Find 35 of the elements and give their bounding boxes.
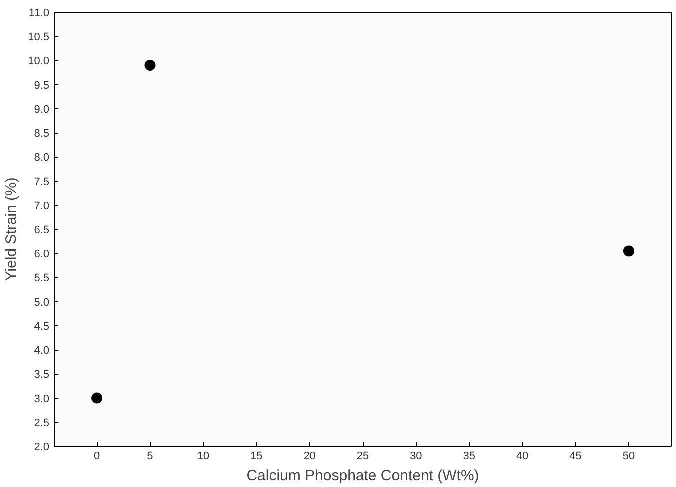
y-tick-label: 2.5 [34, 417, 50, 430]
point [144, 60, 156, 72]
y-tick-label: 2.0 [34, 442, 50, 454]
x-tick-label: 50 [622, 450, 636, 462]
y-tick-label: 5.0 [34, 296, 50, 309]
y-tick-label: 9.0 [34, 104, 50, 116]
y-tick-label: 7.5 [34, 176, 50, 188]
y-tick-label: 3.0 [34, 393, 50, 406]
x-tick-label: 0 [94, 450, 100, 462]
y-tick-label: 11.0 [28, 8, 50, 20]
y-tick-label: 8.5 [34, 128, 50, 140]
x-axis-title: Calcium Phosphate Content (Wt%) [246, 468, 480, 484]
y-tick-label: 4.0 [34, 345, 50, 358]
y-tick-label: 7.0 [34, 200, 50, 212]
y-axis-title: Yield Strain (%) [3, 178, 20, 282]
x-tick-label: 30 [410, 450, 422, 462]
x-tick-label: 5 [147, 450, 154, 462]
x-tick-label: 20 [304, 450, 316, 462]
x-tick-label: 10 [197, 450, 210, 462]
y-tick-label: 9.5 [34, 80, 50, 92]
x-tick-label: 25 [356, 450, 370, 462]
x-tick-label: 45 [570, 450, 582, 462]
y-tick-label: 6.5 [34, 224, 50, 236]
y-tick-label: 10.0 [28, 56, 50, 68]
y-tick-label: 6.0 [34, 248, 50, 261]
x-tick-label: 15 [250, 450, 263, 462]
y-tick-label: 5.5 [34, 272, 50, 285]
point [92, 392, 103, 404]
y-tick-label: 8.0 [34, 152, 50, 164]
x-tick-label: 40 [516, 450, 529, 462]
point [623, 246, 634, 257]
y-tick-label: 10.5 [28, 32, 50, 44]
y-tick-label: 3.5 [34, 369, 50, 382]
x-tick-label: 35 [463, 450, 476, 462]
y-tick-label: 4.5 [34, 320, 50, 333]
